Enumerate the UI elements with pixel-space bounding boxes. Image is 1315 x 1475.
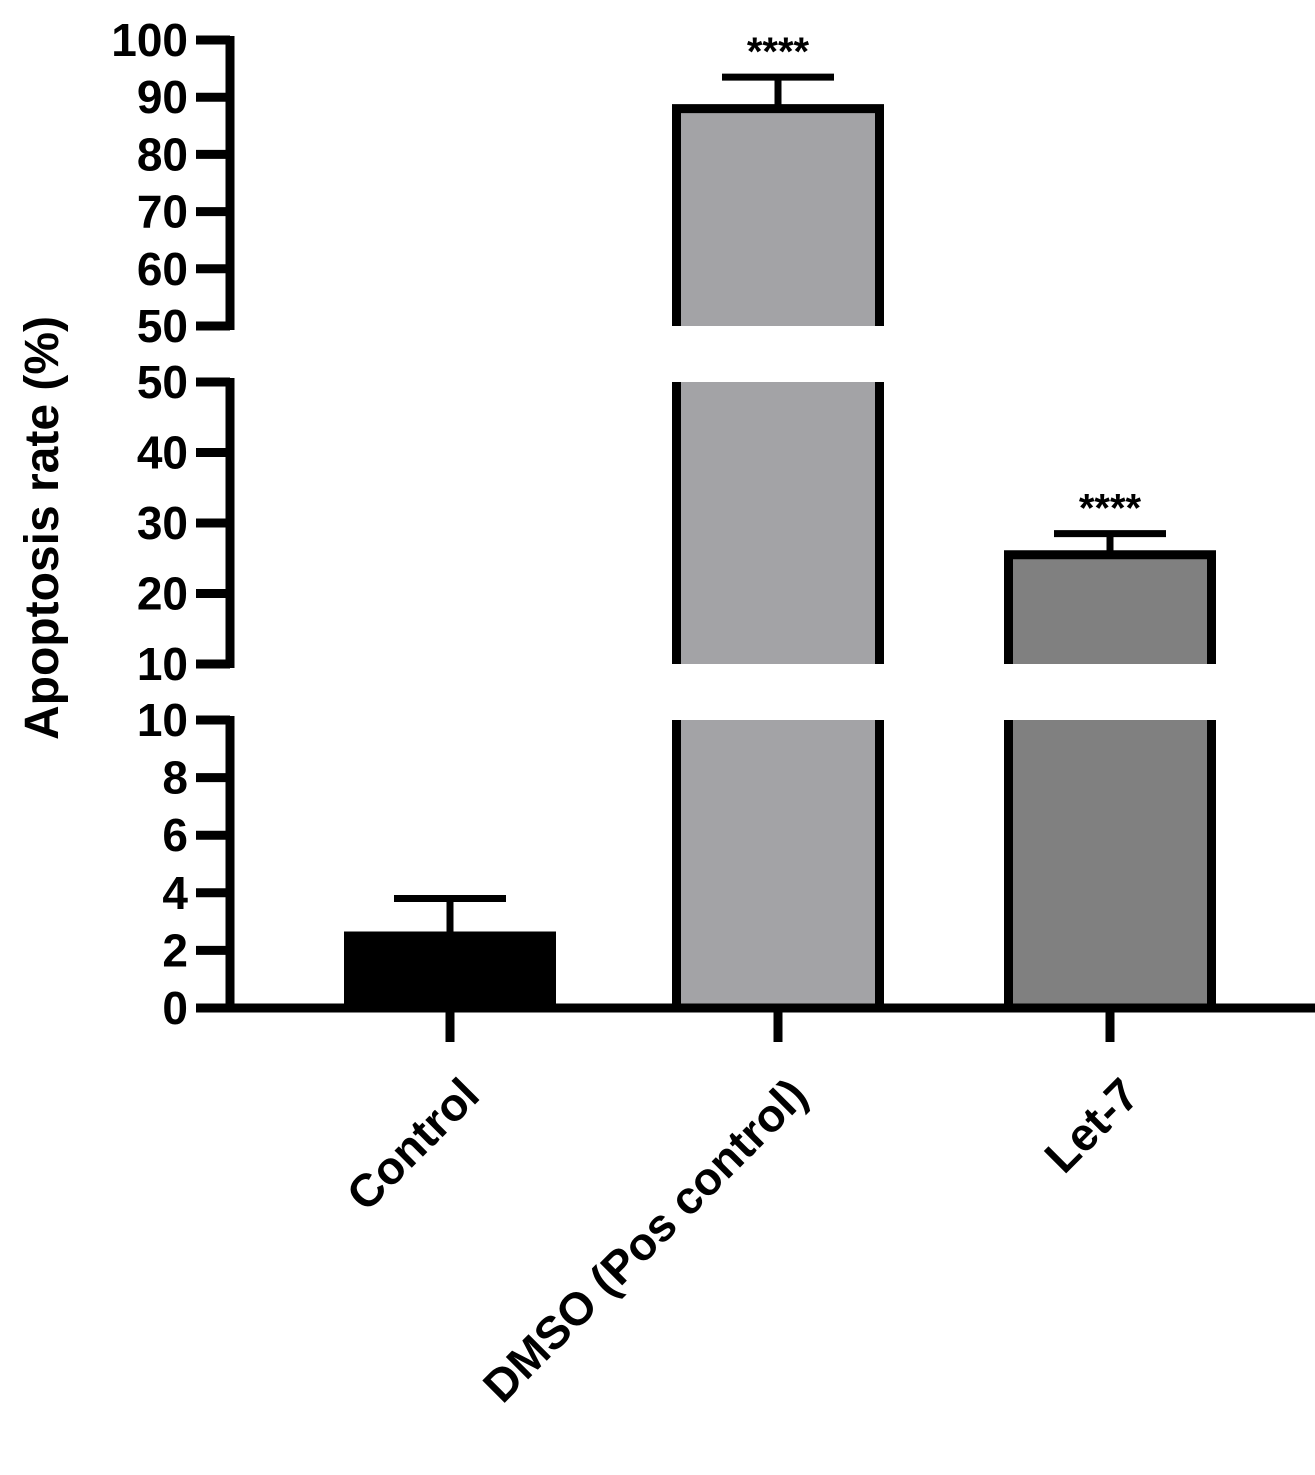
bar-dmso-pos-control--segment-2 — [672, 104, 884, 326]
y-tick-label: 10 — [137, 638, 188, 690]
category-label: DMSO (Pos control) — [473, 1068, 817, 1412]
y-tick-label: 8 — [162, 752, 188, 804]
bar-control-segment-0 — [344, 931, 556, 1008]
bar-dmso-pos-control--segment-0 — [672, 720, 884, 1008]
bars-layer — [344, 104, 1216, 1008]
y-tick-label: 2 — [162, 924, 188, 976]
y-tick-label: 80 — [137, 128, 188, 180]
y-tick-label: 0 — [162, 982, 188, 1034]
bar-dmso-pos-control--segment-1 — [672, 382, 884, 664]
y-axis-label: Apoptosis rate (%) — [16, 316, 69, 740]
y-tick-label: 6 — [162, 809, 188, 861]
y-tick-label: 60 — [137, 243, 188, 295]
error-bars-layer — [394, 73, 1166, 936]
error-bar-let-7 — [1054, 530, 1166, 555]
y-tick-label: 30 — [137, 497, 188, 549]
y-tick-label: 20 — [137, 568, 188, 620]
y-tick-label: 50 — [137, 356, 188, 408]
y-tick-label: 50 — [137, 300, 188, 352]
significance-marker: **** — [747, 30, 810, 74]
axes-layer — [196, 36, 1315, 1013]
y-tick-label: 70 — [137, 186, 188, 238]
y-tick-label: 10 — [137, 694, 188, 746]
y-tick-label: 4 — [162, 867, 188, 919]
y-tick-label: 90 — [137, 71, 188, 123]
y-tick-label: 40 — [137, 427, 188, 479]
error-bar-control — [394, 895, 506, 936]
significance-marker: **** — [1079, 487, 1142, 531]
category-label: Control — [336, 1068, 488, 1220]
y-tick-label: 100 — [111, 14, 188, 66]
significance-layer: **** **** — [747, 30, 1142, 530]
error-bar-dmso-pos-control- — [722, 73, 834, 109]
bar-let-7-segment-1 — [1004, 550, 1216, 664]
bar-let-7-segment-0 — [1004, 720, 1216, 1008]
category-label: Let-7 — [1034, 1068, 1148, 1182]
